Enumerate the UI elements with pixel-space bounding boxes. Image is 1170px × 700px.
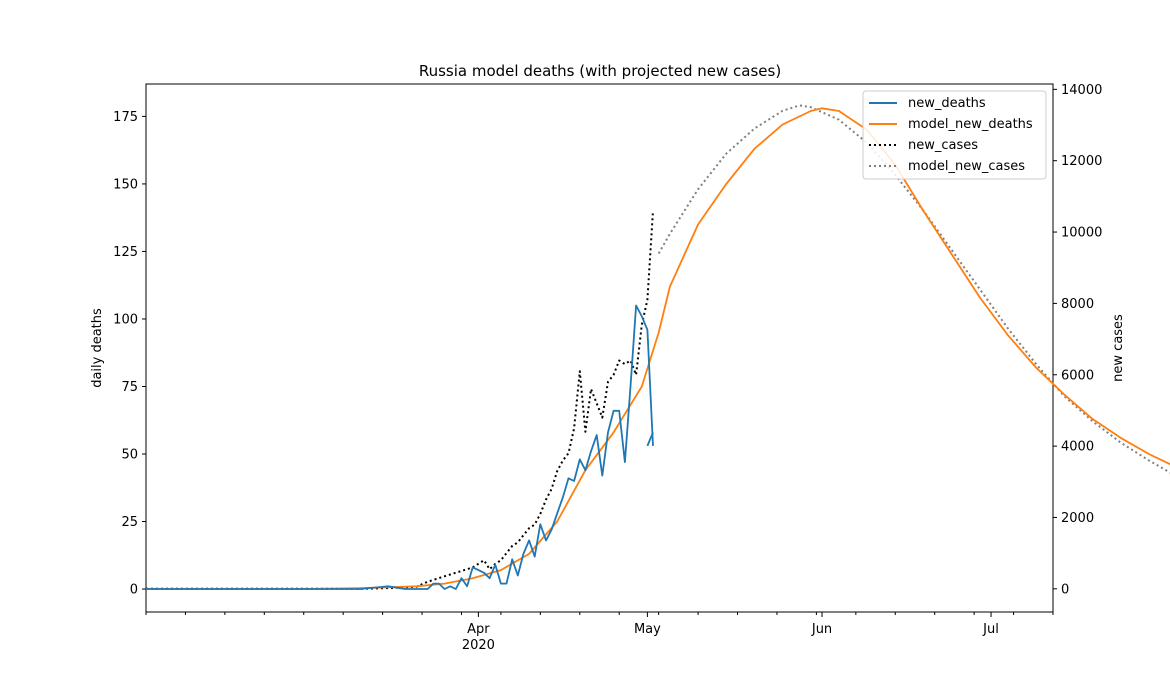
series-line-model-new-deaths (146, 107, 1170, 590)
right-tick-label-0: 0 (1061, 582, 1069, 597)
left-tick-label-175: 175 (113, 110, 138, 125)
legend-label-model-new-deaths: model_new_deaths (908, 117, 1033, 132)
right-y-axis: 0 2000 4000 6000 8000 10000 12000 14000 (1053, 83, 1102, 597)
left-y-axis: 0 25 50 75 100 125 150 175 (113, 110, 146, 598)
right-tick-label-4000: 4000 (1061, 440, 1094, 455)
legend-label-new-cases: new_cases (908, 138, 978, 153)
left-tick-label-125: 125 (113, 245, 138, 260)
x-tick-label-jun: Jun (811, 622, 832, 637)
right-tick-label-8000: 8000 (1061, 297, 1094, 312)
plot-area (146, 104, 1170, 590)
left-tick-label-0: 0 (130, 583, 138, 598)
series-layer (146, 104, 1170, 590)
chart-title: Russia model deaths (with projected new … (419, 62, 781, 80)
left-tick-label-75: 75 (121, 380, 138, 395)
left-axis-label: daily deaths (90, 308, 105, 388)
left-tick-label-25: 25 (121, 515, 138, 530)
legend-label-model-new-cases: model_new_cases (908, 159, 1025, 174)
series-line-new-deaths (146, 304, 654, 590)
right-tick-label-10000: 10000 (1061, 226, 1102, 241)
x-tick-label-apr: Apr (467, 622, 490, 637)
series-line-new-deaths-tail (646, 432, 654, 447)
left-tick-label-150: 150 (113, 177, 138, 192)
series-line-new-cases (146, 210, 654, 590)
left-tick-label-100: 100 (113, 312, 138, 327)
x-tick-label-jul: Jul (982, 622, 999, 637)
right-tick-label-6000: 6000 (1061, 368, 1094, 383)
right-tick-label-2000: 2000 (1061, 511, 1094, 526)
right-tick-label-14000: 14000 (1061, 83, 1102, 98)
legend: new_deaths model_new_deaths new_cases mo… (862, 90, 1047, 180)
right-tick-label-12000: 12000 (1061, 154, 1102, 169)
legend-box (862, 90, 1047, 180)
x-tick-sublabel-year: 2020 (462, 638, 495, 653)
left-tick-label-50: 50 (121, 448, 138, 463)
x-tick-label-may: May (634, 622, 661, 637)
plot-frame (145, 83, 1054, 613)
legend-label-new-deaths: new_deaths (908, 96, 986, 111)
right-axis-label: new cases (1111, 314, 1126, 382)
